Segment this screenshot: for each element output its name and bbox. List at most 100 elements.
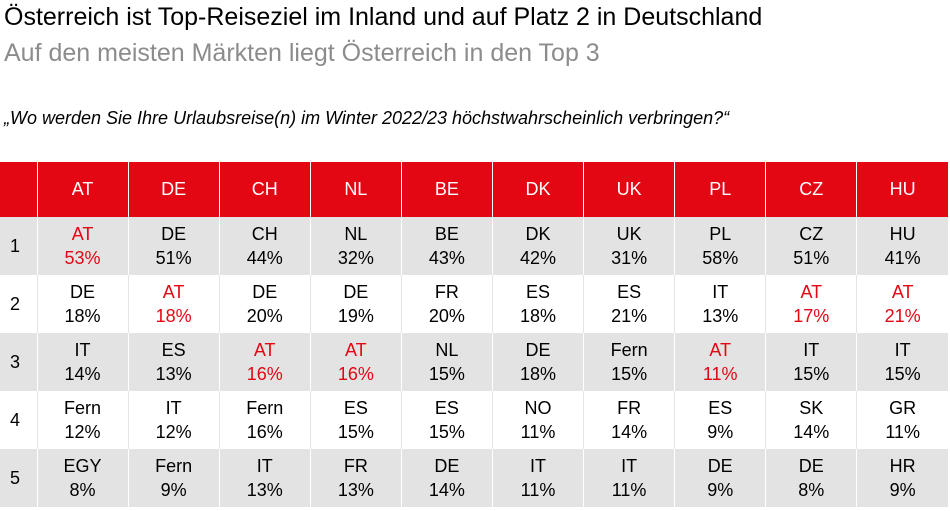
destination-label: DE: [70, 282, 96, 302]
destination-label: DE: [525, 340, 551, 360]
destination-label: IT: [256, 456, 273, 476]
destination-label: DE: [343, 282, 369, 302]
percentage-value: 16%: [246, 364, 283, 384]
table-cell: Fern 15%: [583, 333, 676, 391]
table-cell: HU 41%: [856, 217, 948, 275]
destination-label: NO: [524, 398, 552, 418]
column-header: NL: [310, 162, 402, 217]
destination-label: IT: [530, 456, 547, 476]
percentage-value: 11%: [520, 422, 556, 442]
percentage-value: 44%: [246, 248, 283, 268]
destination-label: ES: [708, 398, 733, 418]
column-header: DE: [128, 162, 220, 217]
percentage-value: 13%: [246, 480, 283, 500]
destination-label: AT: [800, 282, 823, 302]
destination-label: EGY: [63, 456, 102, 476]
table-cell: DE 9%: [674, 449, 767, 507]
percentage-value: 9%: [160, 480, 187, 500]
destination-label: AT: [162, 282, 185, 302]
destination-label: HU: [889, 224, 916, 244]
percentage-value: 18%: [155, 306, 192, 326]
table-cell: ES 21%: [583, 275, 676, 333]
table-cell: DE 8%: [765, 449, 858, 507]
destination-label: IT: [74, 340, 91, 360]
page-title: Österreich ist Top-Reiseziel im Inland u…: [4, 3, 763, 31]
destination-label: DE: [707, 456, 733, 476]
percentage-value: 11%: [520, 480, 556, 500]
percentage-value: 9%: [889, 480, 916, 500]
percentage-value: 31%: [611, 248, 648, 268]
percentage-value: 18%: [520, 364, 557, 384]
percentage-value: 15%: [337, 422, 374, 442]
table-row: 4 Fern 12% IT 12% Fern 16% ES 15% ES 15% NO 11% FR 14%…: [0, 391, 948, 449]
table-cell: IT 13%: [219, 449, 311, 507]
destination-label: IT: [712, 282, 729, 302]
destination-label: NL: [344, 224, 368, 244]
percentage-value: 11%: [611, 480, 647, 500]
table-cell: AT 21%: [856, 275, 948, 333]
table-cell: EGY 8%: [37, 449, 129, 507]
percentage-value: 13%: [702, 306, 739, 326]
percentage-value: 15%: [611, 364, 648, 384]
destination-label: PL: [709, 224, 732, 244]
table-cell: Fern 9%: [128, 449, 220, 507]
percentage-value: 58%: [702, 248, 739, 268]
destination-label: GR: [889, 398, 917, 418]
percentage-value: 42%: [520, 248, 557, 268]
table-cell: DE 18%: [37, 275, 129, 333]
table-cell: ES 13%: [128, 333, 220, 391]
destination-label: ES: [526, 282, 551, 302]
table-cell: Fern 16%: [219, 391, 311, 449]
table-cell: DE 19%: [310, 275, 402, 333]
destination-label: SK: [799, 398, 824, 418]
header-corner: [0, 162, 38, 217]
table-cell: GR 11%: [856, 391, 948, 449]
percentage-value: 15%: [428, 364, 465, 384]
percentage-value: 20%: [246, 306, 283, 326]
table-cell: FR 20%: [401, 275, 493, 333]
table-cell: AT 16%: [219, 333, 311, 391]
table-cell: CZ 51%: [765, 217, 858, 275]
table-cell: ES 9%: [674, 391, 767, 449]
percentage-value: 18%: [64, 306, 101, 326]
ranking-table: AT DE CH NL BE DK UK PL CZ HU 1 AT 53% DE 51…: [0, 162, 948, 507]
destination-label: IT: [894, 340, 911, 360]
destination-label: CH: [251, 224, 278, 244]
destination-label: DK: [525, 224, 551, 244]
table-cell: SK 14%: [765, 391, 858, 449]
column-header: CH: [219, 162, 311, 217]
percentage-value: 13%: [155, 364, 192, 384]
column-header: BE: [401, 162, 493, 217]
table-cell: DE 51%: [128, 217, 220, 275]
table-cell: CH 44%: [219, 217, 311, 275]
table-cell: IT 13%: [674, 275, 767, 333]
destination-label: DE: [798, 456, 824, 476]
table-body: 1 AT 53% DE 51% CH 44% NL 32% BE 43% DK 42% UK 31% PL 58…: [0, 217, 948, 507]
destination-label: CZ: [799, 224, 824, 244]
percentage-value: 8%: [798, 480, 825, 500]
table-cell: AT 18%: [128, 275, 220, 333]
percentage-value: 32%: [337, 248, 374, 268]
table-cell: AT 53%: [37, 217, 129, 275]
percentage-value: 14%: [428, 480, 465, 500]
column-header: UK: [583, 162, 676, 217]
destination-label: NL: [435, 340, 459, 360]
table-cell: UK 31%: [583, 217, 676, 275]
destination-label: IT: [803, 340, 820, 360]
rank-cell: 4: [0, 391, 38, 449]
percentage-value: 53%: [64, 248, 101, 268]
destination-label: FR: [617, 398, 642, 418]
percentage-value: 12%: [155, 422, 192, 442]
destination-label: FR: [343, 456, 368, 476]
destination-label: IT: [165, 398, 182, 418]
page-subtitle: Auf den meisten Märkten liegt Österreich…: [4, 39, 600, 67]
table-cell: DK 42%: [492, 217, 585, 275]
rank-cell: 1: [0, 217, 38, 275]
destination-label: UK: [616, 224, 642, 244]
column-header: CZ: [765, 162, 858, 217]
rank-cell: 2: [0, 275, 38, 333]
destination-label: AT: [253, 340, 276, 360]
table-cell: IT 12%: [128, 391, 220, 449]
table-cell: IT 14%: [37, 333, 129, 391]
destination-label: ES: [161, 340, 186, 360]
